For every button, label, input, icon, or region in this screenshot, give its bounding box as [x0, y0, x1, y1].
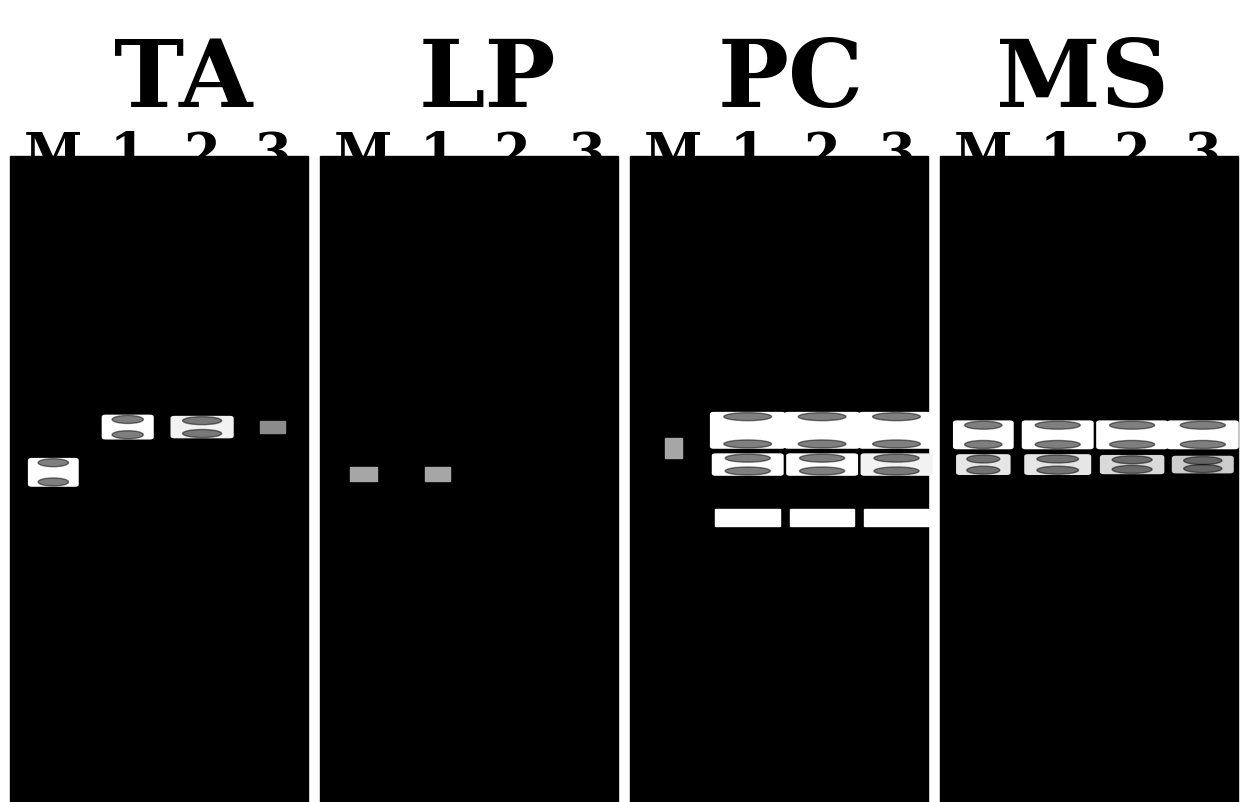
FancyBboxPatch shape	[786, 454, 858, 476]
Text: 2: 2	[184, 130, 221, 181]
FancyBboxPatch shape	[1024, 455, 1091, 476]
Text: M: M	[24, 130, 83, 181]
FancyBboxPatch shape	[712, 454, 784, 476]
Ellipse shape	[724, 413, 771, 421]
FancyBboxPatch shape	[785, 412, 861, 449]
Ellipse shape	[967, 467, 999, 475]
FancyBboxPatch shape	[1172, 456, 1234, 474]
Ellipse shape	[1035, 422, 1080, 430]
Ellipse shape	[965, 441, 1002, 449]
Text: 1: 1	[729, 130, 766, 181]
Bar	[864, 509, 929, 527]
Ellipse shape	[1112, 456, 1152, 464]
Ellipse shape	[182, 417, 222, 425]
Text: MS: MS	[996, 36, 1169, 126]
Text: M: M	[954, 130, 1013, 181]
Ellipse shape	[1180, 441, 1225, 449]
Text: 2: 2	[494, 130, 531, 181]
Ellipse shape	[1035, 441, 1080, 449]
FancyBboxPatch shape	[1022, 421, 1094, 450]
FancyBboxPatch shape	[102, 415, 154, 440]
Ellipse shape	[800, 455, 844, 463]
Bar	[350, 468, 377, 482]
Text: M: M	[334, 130, 393, 181]
Text: 2: 2	[804, 130, 841, 181]
Ellipse shape	[112, 416, 144, 424]
Bar	[665, 439, 682, 459]
FancyBboxPatch shape	[1096, 421, 1168, 450]
FancyBboxPatch shape	[1100, 456, 1164, 475]
Ellipse shape	[873, 440, 920, 448]
Text: 3: 3	[568, 130, 605, 181]
Ellipse shape	[1110, 422, 1154, 430]
Bar	[715, 509, 780, 527]
Ellipse shape	[725, 468, 770, 476]
Bar	[940, 156, 1238, 802]
Bar	[630, 156, 928, 802]
Bar	[260, 422, 285, 434]
Ellipse shape	[1037, 467, 1079, 475]
FancyBboxPatch shape	[858, 412, 935, 449]
Text: TA: TA	[114, 36, 253, 126]
Text: PC: PC	[718, 36, 864, 126]
Ellipse shape	[1110, 441, 1154, 449]
Ellipse shape	[967, 456, 999, 464]
Text: 1: 1	[109, 130, 146, 181]
Text: 3: 3	[254, 130, 291, 181]
Ellipse shape	[799, 440, 846, 448]
Ellipse shape	[1184, 465, 1221, 473]
Text: 1: 1	[1039, 130, 1076, 181]
FancyBboxPatch shape	[956, 455, 1011, 476]
Bar	[790, 509, 854, 527]
Ellipse shape	[725, 455, 770, 463]
Ellipse shape	[1037, 456, 1079, 464]
Text: LP: LP	[419, 36, 556, 126]
FancyBboxPatch shape	[861, 454, 932, 476]
Ellipse shape	[874, 468, 919, 476]
Ellipse shape	[38, 459, 68, 467]
Text: 1: 1	[419, 130, 456, 181]
Ellipse shape	[724, 440, 771, 448]
Ellipse shape	[182, 430, 222, 438]
Ellipse shape	[1184, 457, 1221, 465]
Ellipse shape	[1180, 422, 1225, 430]
FancyBboxPatch shape	[1167, 421, 1239, 450]
Ellipse shape	[800, 468, 844, 476]
Text: 2: 2	[1114, 130, 1151, 181]
Ellipse shape	[799, 413, 846, 421]
FancyBboxPatch shape	[709, 412, 786, 449]
FancyBboxPatch shape	[171, 416, 233, 439]
Ellipse shape	[38, 478, 68, 486]
Ellipse shape	[1112, 466, 1152, 474]
Text: M: M	[644, 130, 703, 181]
Ellipse shape	[965, 422, 1002, 430]
FancyBboxPatch shape	[27, 458, 79, 487]
Ellipse shape	[873, 413, 920, 421]
Bar	[425, 468, 450, 482]
Text: 3: 3	[1184, 130, 1221, 181]
Ellipse shape	[874, 455, 919, 463]
Bar	[320, 156, 618, 802]
Text: 3: 3	[878, 130, 915, 181]
FancyBboxPatch shape	[954, 421, 1014, 450]
Ellipse shape	[112, 431, 144, 439]
Bar	[10, 156, 308, 802]
